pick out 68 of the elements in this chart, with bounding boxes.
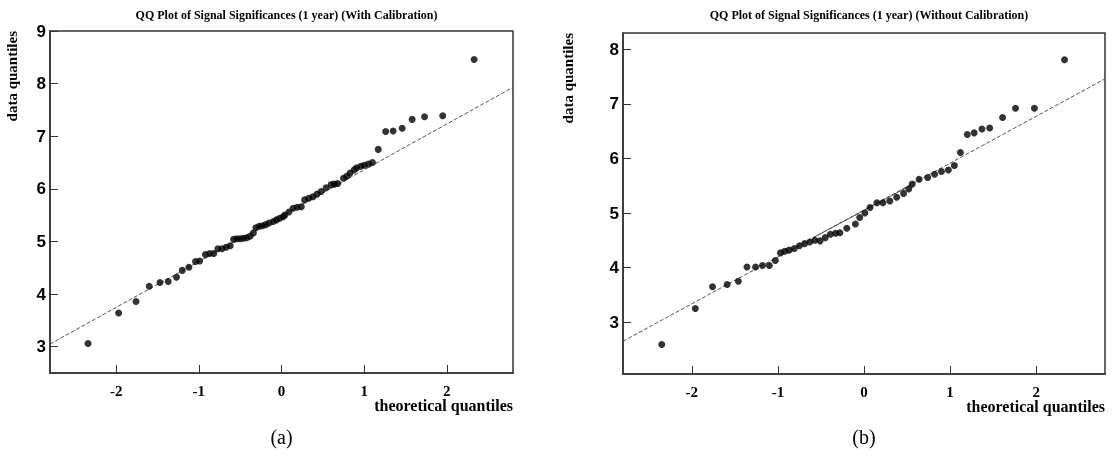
point bbox=[893, 193, 901, 201]
chart-title: QQ Plot of Signal Significances (1 year) (With Calibration) bbox=[135, 8, 438, 22]
y-tick-label: 7 bbox=[36, 126, 46, 146]
point bbox=[861, 209, 869, 217]
x-axis-title: theoretical quantiles bbox=[966, 397, 1106, 416]
point bbox=[886, 197, 894, 205]
point bbox=[1030, 104, 1038, 112]
x-tick-label: -2 bbox=[685, 383, 699, 400]
x-tick-label: 1 bbox=[360, 382, 368, 399]
y-tick-label: 4 bbox=[609, 258, 620, 278]
text: (a) bbox=[270, 426, 293, 449]
x-tick-label: 2 bbox=[443, 382, 451, 399]
point bbox=[866, 204, 874, 212]
point bbox=[937, 168, 945, 176]
text: (b) bbox=[852, 426, 876, 449]
point bbox=[908, 180, 916, 188]
point bbox=[905, 185, 913, 193]
point bbox=[963, 130, 971, 138]
point bbox=[734, 277, 742, 285]
point bbox=[915, 175, 923, 183]
point bbox=[900, 189, 908, 197]
point bbox=[691, 305, 699, 313]
y-tick-label: 3 bbox=[36, 337, 46, 357]
point bbox=[950, 162, 958, 170]
point bbox=[771, 257, 779, 265]
x-tick-label: 2 bbox=[1032, 383, 1040, 400]
point bbox=[1011, 104, 1019, 112]
point bbox=[821, 234, 829, 242]
x-axis-title: theoretical quantiles bbox=[374, 396, 514, 415]
point bbox=[851, 220, 859, 228]
point bbox=[856, 213, 864, 221]
point bbox=[1061, 56, 1069, 64]
point bbox=[986, 124, 994, 132]
point bbox=[723, 281, 731, 289]
x-tick-label: -2 bbox=[109, 382, 123, 399]
x-tick-label: -1 bbox=[192, 382, 206, 399]
y-tick-label: 5 bbox=[36, 231, 46, 251]
point bbox=[970, 129, 978, 137]
point bbox=[879, 199, 887, 207]
x-tick-label: 1 bbox=[946, 383, 954, 400]
y-tick-label: 6 bbox=[36, 179, 46, 199]
point bbox=[758, 261, 766, 269]
point bbox=[873, 199, 881, 207]
y-tick-label: 8 bbox=[609, 39, 619, 59]
point bbox=[944, 166, 952, 174]
y-tick-label: 9 bbox=[36, 21, 46, 41]
point bbox=[709, 283, 717, 291]
y-axis-title: data quantiles bbox=[4, 30, 20, 122]
y-tick-label: 6 bbox=[609, 148, 619, 168]
y-tick-label: 8 bbox=[36, 74, 46, 94]
point bbox=[752, 263, 760, 271]
point bbox=[658, 341, 666, 349]
chart-title: QQ Plot of Signal Significances (1 year) (Without Calibration) bbox=[709, 8, 1029, 22]
point bbox=[999, 114, 1007, 122]
x-tick-label: -1 bbox=[771, 383, 785, 400]
y-tick-label: 7 bbox=[609, 94, 619, 114]
point bbox=[924, 174, 932, 182]
x-tick-label: 0 bbox=[277, 382, 286, 399]
point bbox=[843, 224, 851, 232]
y-tick-label: 3 bbox=[609, 312, 619, 332]
point bbox=[765, 261, 773, 269]
point bbox=[956, 148, 964, 156]
y-axis-title: data quantiles bbox=[560, 32, 576, 124]
point bbox=[931, 170, 939, 178]
point bbox=[836, 229, 844, 237]
y-tick-label: 4 bbox=[36, 284, 47, 304]
x-tick-label: 0 bbox=[860, 383, 868, 400]
y-tick-label: 5 bbox=[609, 203, 619, 223]
